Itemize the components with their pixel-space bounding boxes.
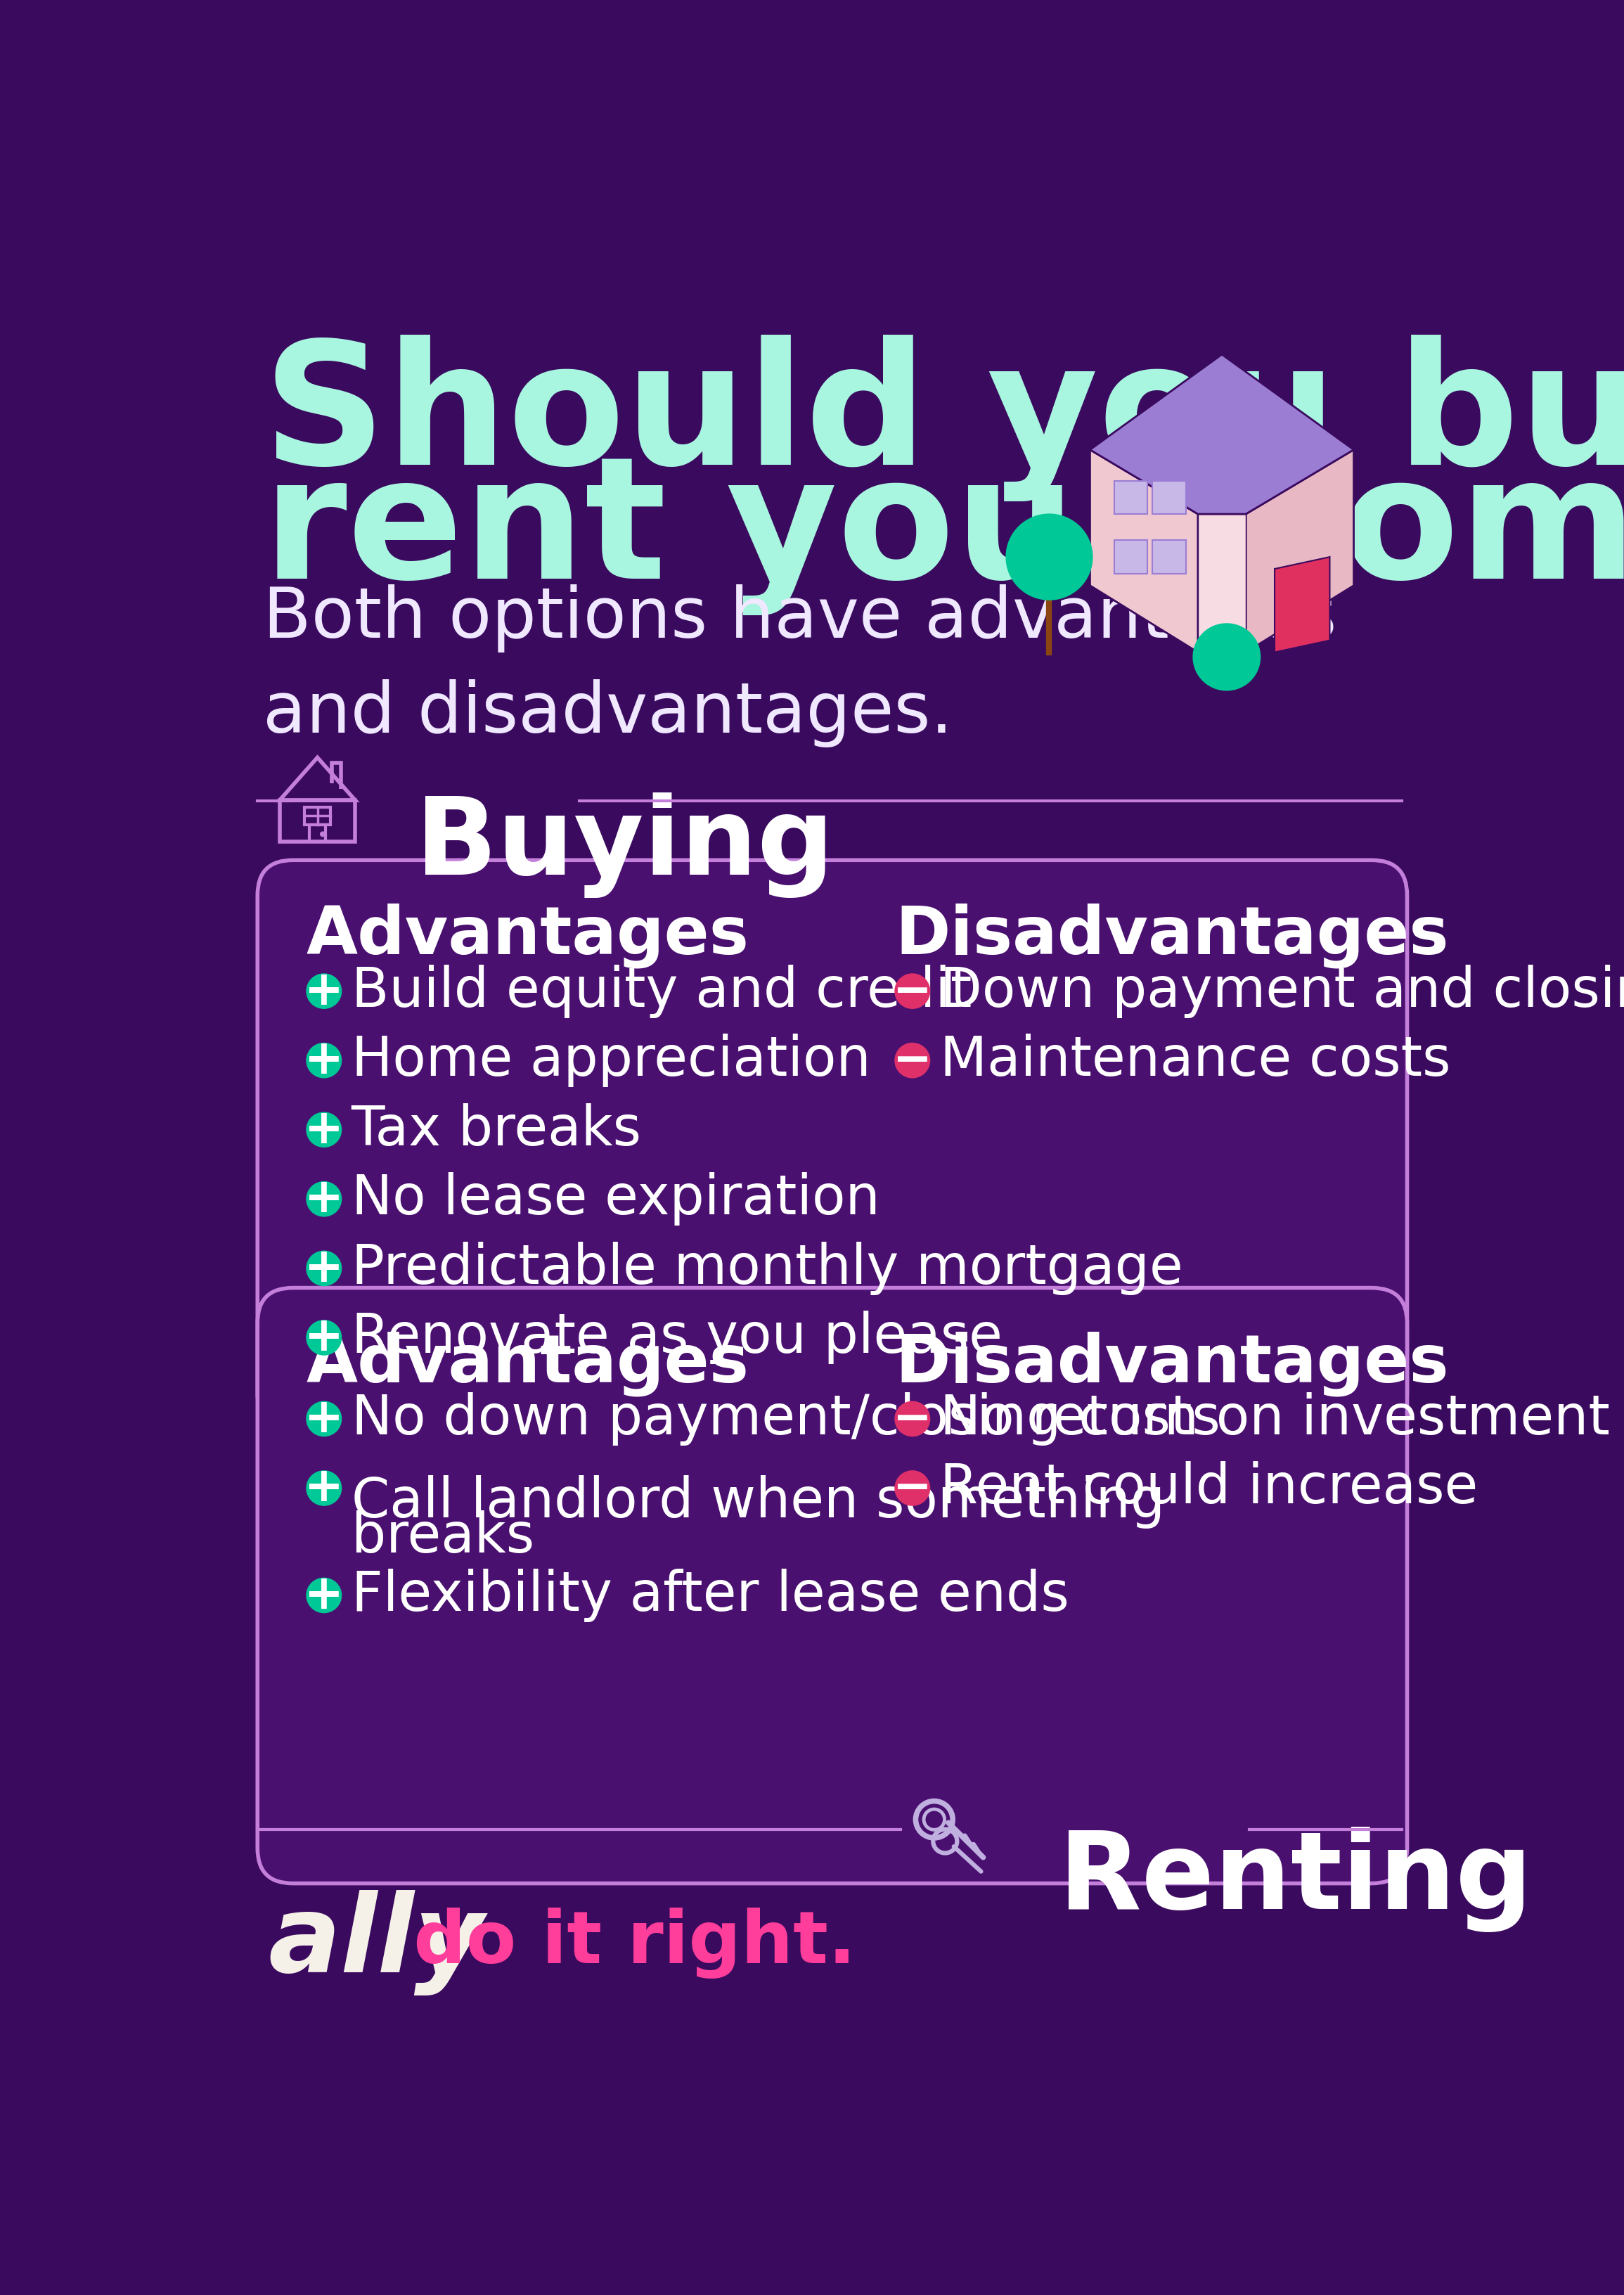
Text: −: − — [893, 968, 932, 1014]
Text: +: + — [304, 968, 344, 1014]
Text: Renting: Renting — [1059, 1827, 1531, 1932]
Text: Call landlord when something: Call landlord when something — [351, 1476, 1164, 1528]
Text: Advantages: Advantages — [307, 1331, 749, 1395]
Polygon shape — [1114, 539, 1148, 574]
Circle shape — [307, 1182, 341, 1216]
Text: −: − — [893, 1037, 932, 1083]
Circle shape — [307, 1113, 341, 1148]
Polygon shape — [1153, 480, 1186, 514]
Circle shape — [307, 1579, 341, 1613]
Circle shape — [307, 1402, 341, 1437]
Circle shape — [895, 1044, 931, 1079]
Polygon shape — [1275, 558, 1330, 652]
Circle shape — [895, 973, 931, 1008]
Text: Down payment and closing costs: Down payment and closing costs — [940, 964, 1624, 1019]
Text: Predictable monthly mortgage: Predictable monthly mortgage — [351, 1242, 1182, 1294]
Text: Both options have advantages
and disadvantages.: Both options have advantages and disadva… — [263, 583, 1337, 748]
Polygon shape — [1246, 450, 1354, 652]
Polygon shape — [1153, 539, 1186, 574]
Circle shape — [307, 1471, 341, 1506]
Polygon shape — [1114, 480, 1148, 514]
Text: +: + — [304, 1464, 344, 1512]
Text: +: + — [304, 1106, 344, 1152]
Text: Build equity and credit: Build equity and credit — [351, 964, 971, 1019]
Polygon shape — [1090, 353, 1354, 514]
Text: breaks: breaks — [351, 1510, 534, 1563]
Text: +: + — [304, 1175, 344, 1223]
Text: ally: ally — [268, 1891, 484, 1997]
Text: Advantages: Advantages — [307, 904, 749, 968]
Text: rent your home?: rent your home? — [263, 448, 1624, 615]
Circle shape — [320, 831, 325, 835]
Polygon shape — [1090, 450, 1199, 652]
Text: +: + — [304, 1315, 344, 1361]
Text: No down payment/closing costs: No down payment/closing costs — [351, 1393, 1220, 1446]
Text: No lease expiration: No lease expiration — [351, 1173, 880, 1226]
Circle shape — [307, 1320, 341, 1354]
Text: +: + — [304, 1395, 344, 1441]
Text: Disadvantages: Disadvantages — [895, 904, 1449, 968]
Text: Rent could increase: Rent could increase — [940, 1462, 1478, 1515]
Circle shape — [307, 973, 341, 1008]
Circle shape — [307, 1044, 341, 1079]
Text: Renovate as you please: Renovate as you please — [351, 1310, 1002, 1363]
Text: +: + — [304, 1572, 344, 1618]
Text: −: − — [893, 1395, 932, 1441]
FancyBboxPatch shape — [258, 861, 1406, 1427]
Text: Flexibility after lease ends: Flexibility after lease ends — [351, 1567, 1069, 1623]
Text: Buying: Buying — [416, 792, 835, 897]
Polygon shape — [1199, 514, 1246, 652]
Text: Home appreciation: Home appreciation — [351, 1033, 870, 1088]
FancyBboxPatch shape — [258, 1287, 1406, 1884]
Circle shape — [895, 1471, 931, 1506]
Text: Tax breaks: Tax breaks — [351, 1104, 641, 1157]
Text: +: + — [304, 1037, 344, 1083]
Text: No return on investment: No return on investment — [940, 1393, 1609, 1446]
Circle shape — [1007, 514, 1093, 599]
Text: Maintenance costs: Maintenance costs — [940, 1033, 1450, 1088]
Circle shape — [895, 1402, 931, 1437]
Circle shape — [307, 1251, 341, 1285]
Text: Should you buy or: Should you buy or — [263, 335, 1624, 503]
Text: +: + — [304, 1246, 344, 1292]
Circle shape — [1194, 624, 1260, 691]
Text: Disadvantages: Disadvantages — [895, 1331, 1449, 1395]
Text: −: − — [893, 1464, 932, 1512]
Text: do it right.: do it right. — [388, 1907, 856, 1978]
